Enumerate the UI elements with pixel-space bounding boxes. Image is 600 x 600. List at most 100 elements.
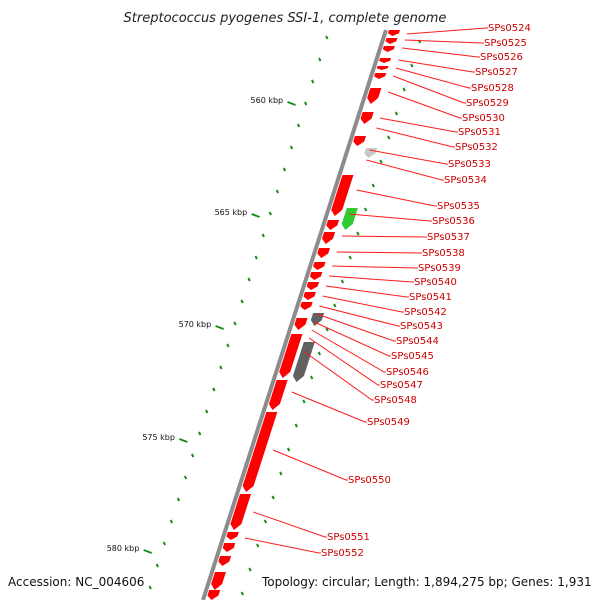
gene-label-sps0547[interactable]: SPs0547 bbox=[380, 380, 423, 391]
gene-label-sps0543[interactable]: SPs0543 bbox=[400, 321, 443, 332]
gene-label-sps0540[interactable]: SPs0540 bbox=[414, 277, 457, 288]
tick-mark bbox=[155, 563, 159, 568]
label-leader-line bbox=[393, 75, 466, 104]
gene-labels: SPs0524 SPs0525 SPs0526 SPs0527 SPs0528 SPs05… bbox=[244, 23, 531, 559]
gene-label-sps0526[interactable]: SPs0526 bbox=[480, 52, 523, 63]
gene-feature bbox=[294, 318, 308, 330]
tick-mark bbox=[294, 423, 298, 428]
gene-feature bbox=[387, 30, 400, 36]
tick-mark bbox=[317, 351, 322, 356]
gene-feature bbox=[313, 262, 326, 270]
tick-mark bbox=[302, 399, 306, 404]
gene-label-sps0528[interactable]: SPs0528 bbox=[471, 83, 514, 94]
gene-label-sps0546[interactable]: SPs0546 bbox=[386, 367, 429, 378]
tick-mark bbox=[387, 135, 391, 140]
gene-label-sps0539[interactable]: SPs0539 bbox=[418, 263, 461, 274]
topology-text: Topology: circular; Length: 1,894,275 bp… bbox=[261, 575, 592, 589]
gene-label-sps0531[interactable]: SPs0531 bbox=[458, 127, 501, 138]
label-leader-line bbox=[325, 285, 409, 298]
tick-mark bbox=[226, 343, 230, 348]
gene-label-sps0524[interactable]: SPs0524 bbox=[488, 23, 531, 34]
gene-label-sps0532[interactable]: SPs0532 bbox=[455, 142, 498, 153]
gene-feature bbox=[300, 302, 313, 310]
gene-feature bbox=[376, 66, 389, 70]
tick-mark bbox=[333, 303, 337, 308]
tick-mark bbox=[394, 111, 399, 116]
tick-mark bbox=[410, 63, 414, 68]
kbp-label: 580 kbp bbox=[107, 544, 140, 553]
label-leader-line bbox=[366, 159, 444, 181]
tick-mark bbox=[275, 189, 280, 194]
tick-mark bbox=[318, 57, 322, 62]
kbp-tick bbox=[287, 101, 296, 106]
tick-mark bbox=[279, 471, 283, 476]
gene-feature bbox=[268, 380, 288, 410]
tick-mark bbox=[261, 233, 265, 238]
gene-label-sps0537[interactable]: SPs0537 bbox=[427, 232, 470, 243]
kbp-label: 565 kbp bbox=[215, 208, 248, 217]
label-leader-line bbox=[348, 213, 432, 222]
gene-label-sps0549[interactable]: SPs0549 bbox=[367, 417, 410, 428]
tick-mark bbox=[340, 279, 345, 284]
tick-mark bbox=[268, 211, 272, 216]
gene-label-sps0533[interactable]: SPs0533 bbox=[448, 159, 491, 170]
gene-label-sps0548[interactable]: SPs0548 bbox=[374, 395, 417, 406]
label-leader-line bbox=[406, 27, 488, 35]
tick-mark bbox=[240, 591, 244, 596]
tick-mark bbox=[379, 159, 383, 164]
tick-mark bbox=[169, 519, 174, 524]
gene-label-sps0529[interactable]: SPs0529 bbox=[466, 98, 509, 109]
gene-feature bbox=[353, 136, 366, 146]
gene-feature bbox=[230, 494, 252, 530]
label-leader-line bbox=[332, 265, 418, 269]
tick-mark bbox=[256, 543, 260, 548]
label-leader-line bbox=[387, 91, 462, 119]
label-leader-line bbox=[328, 275, 414, 283]
label-leader-line bbox=[402, 47, 480, 58]
label-leader-line bbox=[316, 313, 396, 342]
tick-mark bbox=[371, 183, 375, 188]
gene-label-sps0542[interactable]: SPs0542 bbox=[404, 307, 447, 318]
tick-mark bbox=[233, 321, 237, 326]
label-leader-line bbox=[404, 39, 484, 44]
gene-label-sps0551[interactable]: SPs0551 bbox=[327, 532, 370, 543]
gene-feature bbox=[317, 248, 331, 258]
label-leader-line bbox=[379, 117, 458, 133]
tick-marks bbox=[148, 35, 422, 596]
tick-mark bbox=[311, 79, 315, 84]
gene-label-sps0535[interactable]: SPs0535 bbox=[437, 201, 480, 212]
tick-mark bbox=[248, 567, 252, 572]
gene-label-sps0545[interactable]: SPs0545 bbox=[391, 351, 434, 362]
gene-feature bbox=[367, 88, 382, 104]
tick-mark bbox=[263, 519, 268, 524]
kbp-tick bbox=[215, 325, 224, 330]
gene-label-sps0544[interactable]: SPs0544 bbox=[396, 336, 439, 347]
gene-label-sps0550[interactable]: SPs0550 bbox=[348, 475, 391, 486]
tick-mark bbox=[363, 207, 368, 212]
gene-label-sps0541[interactable]: SPs0541 bbox=[409, 292, 452, 303]
gene-label-sps0527[interactable]: SPs0527 bbox=[475, 67, 518, 78]
label-leader-line bbox=[398, 59, 475, 73]
gene-feature bbox=[326, 220, 339, 230]
gene-label-sps0525[interactable]: SPs0525 bbox=[484, 38, 527, 49]
tick-mark bbox=[190, 453, 195, 458]
gene-label-sps0530[interactable]: SPs0530 bbox=[462, 113, 505, 124]
label-leader-line bbox=[336, 251, 422, 254]
gene-label-sps0538[interactable]: SPs0538 bbox=[422, 248, 465, 259]
tick-mark bbox=[356, 231, 360, 236]
kbp-tick bbox=[178, 438, 188, 443]
tick-mark bbox=[303, 101, 308, 106]
gene-feature bbox=[385, 38, 398, 44]
label-leader-line bbox=[244, 537, 321, 554]
gene-feature bbox=[306, 282, 320, 290]
label-leader-line bbox=[376, 127, 455, 148]
tick-mark bbox=[212, 387, 216, 392]
gene-label-sps0534[interactable]: SPs0534 bbox=[444, 175, 487, 186]
gene-feature bbox=[360, 112, 374, 124]
tick-mark bbox=[247, 277, 251, 282]
label-leader-line bbox=[341, 235, 427, 238]
tick-mark bbox=[219, 365, 223, 370]
gene-feature bbox=[292, 342, 315, 382]
gene-label-sps0552[interactable]: SPs0552 bbox=[321, 548, 364, 559]
gene-label-sps0536[interactable]: SPs0536 bbox=[432, 216, 475, 227]
